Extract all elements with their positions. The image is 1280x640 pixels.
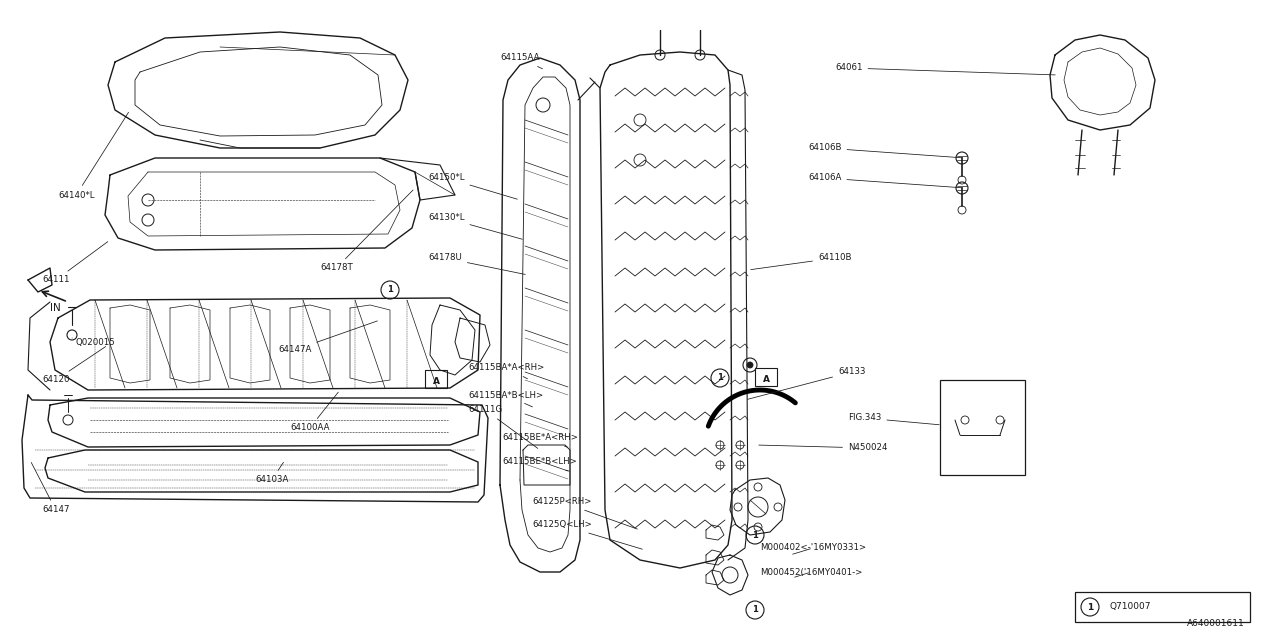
Text: 64061: 64061	[835, 63, 1055, 75]
FancyBboxPatch shape	[940, 380, 1025, 475]
Text: 64178T: 64178T	[320, 190, 413, 273]
Text: 64115BE*A<RH>: 64115BE*A<RH>	[502, 433, 577, 447]
Text: 64106B: 64106B	[808, 143, 963, 158]
Text: 64147: 64147	[31, 463, 69, 515]
Text: M000402<-'16MY0331>: M000402<-'16MY0331>	[760, 543, 867, 554]
Circle shape	[748, 362, 753, 368]
Text: N450024: N450024	[759, 444, 887, 452]
Text: 64120: 64120	[42, 346, 106, 385]
Text: 64100AA: 64100AA	[291, 392, 338, 433]
Text: 64140*L: 64140*L	[58, 113, 128, 200]
FancyBboxPatch shape	[425, 370, 447, 388]
Text: 64125P<RH>: 64125P<RH>	[532, 497, 637, 529]
Text: 64110B: 64110B	[751, 253, 851, 269]
Text: A: A	[433, 376, 439, 385]
Text: 64147A: 64147A	[278, 321, 378, 355]
Text: 1: 1	[753, 605, 758, 614]
Text: 64130*L: 64130*L	[428, 214, 522, 239]
Text: 64115BE*B<LH>: 64115BE*B<LH>	[502, 458, 577, 471]
Text: 64115BA*B<LH>: 64115BA*B<LH>	[468, 390, 543, 407]
Text: 1: 1	[717, 374, 723, 383]
Text: 64150*L: 64150*L	[428, 173, 517, 199]
Text: 64103A: 64103A	[255, 462, 288, 484]
Text: Q710007: Q710007	[1110, 602, 1152, 611]
Text: 1: 1	[387, 285, 393, 294]
FancyBboxPatch shape	[755, 368, 777, 386]
Text: 64115BA*A<RH>: 64115BA*A<RH>	[468, 364, 544, 379]
Text: 1: 1	[1087, 602, 1093, 611]
Text: 64133: 64133	[748, 367, 865, 399]
Text: 64111: 64111	[42, 242, 108, 285]
Text: Q020015: Q020015	[72, 337, 115, 346]
Text: 1: 1	[753, 531, 758, 540]
Text: 64106A: 64106A	[808, 173, 963, 188]
Text: 64111G: 64111G	[468, 406, 538, 449]
Text: FIG.343: FIG.343	[849, 413, 940, 425]
Text: 64125Q<LH>: 64125Q<LH>	[532, 520, 643, 549]
Text: A: A	[763, 374, 769, 383]
Text: 64115AA: 64115AA	[500, 54, 543, 69]
FancyBboxPatch shape	[1075, 592, 1251, 622]
Text: A640001611: A640001611	[1188, 619, 1245, 628]
Text: 64178U: 64178U	[428, 253, 525, 275]
Text: IN: IN	[50, 303, 60, 313]
Text: M000452('16MY0401->: M000452('16MY0401->	[760, 568, 863, 577]
